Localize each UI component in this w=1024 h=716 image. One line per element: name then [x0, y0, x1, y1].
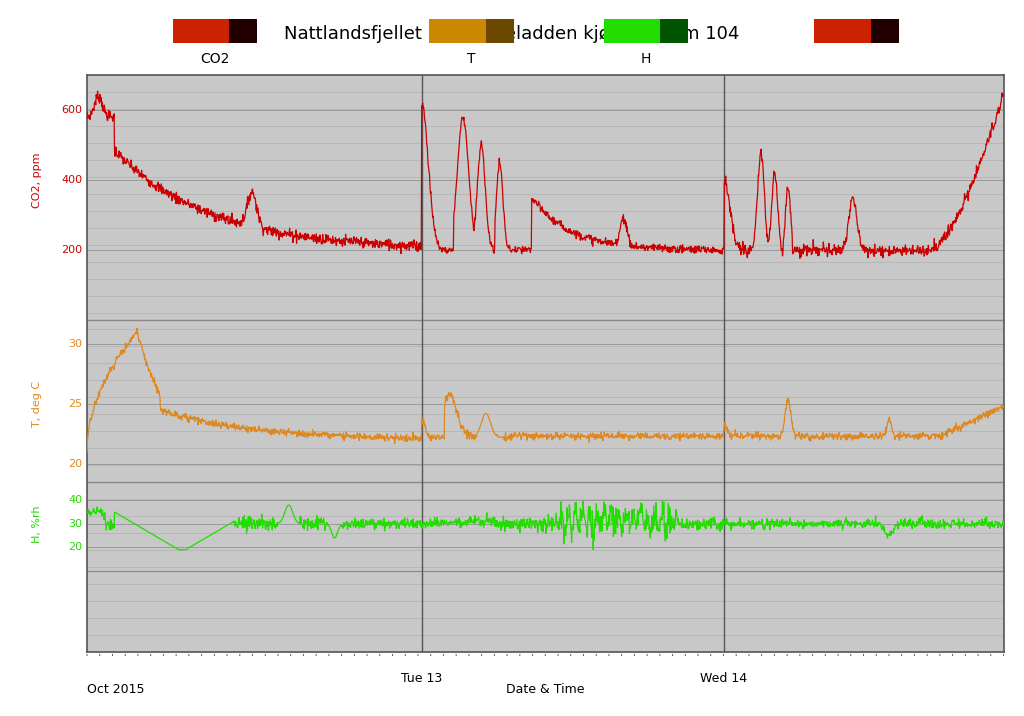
- Text: H, %rh: H, %rh: [32, 505, 42, 543]
- Text: T: T: [467, 52, 476, 67]
- Text: Wed 14: Wed 14: [700, 672, 748, 684]
- Text: CO2, ppm: CO2, ppm: [32, 153, 42, 208]
- Text: 600: 600: [61, 105, 83, 115]
- Text: H: H: [641, 52, 651, 67]
- Text: 200: 200: [61, 245, 83, 255]
- Text: 25: 25: [69, 399, 83, 409]
- Text: Oct 2015: Oct 2015: [87, 683, 144, 696]
- Text: Tue 13: Tue 13: [401, 672, 442, 684]
- Text: CO2: CO2: [201, 52, 229, 67]
- Text: 400: 400: [61, 175, 83, 185]
- Text: Nattlandsfjellet bhg. Askeladden kjøkken, rom 104: Nattlandsfjellet bhg. Askeladden kjøkken…: [285, 25, 739, 43]
- Text: 40: 40: [69, 495, 83, 505]
- Text: 20: 20: [69, 542, 83, 552]
- Text: 20: 20: [69, 458, 83, 468]
- Text: 30: 30: [69, 339, 83, 349]
- Text: Date & Time: Date & Time: [506, 683, 585, 696]
- Text: 30: 30: [69, 519, 83, 529]
- Text: T, deg C: T, deg C: [32, 381, 42, 427]
